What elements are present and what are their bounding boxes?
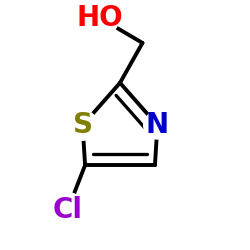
Text: Cl: Cl (52, 196, 82, 224)
Text: S: S (72, 111, 92, 139)
Text: N: N (146, 111, 169, 139)
Circle shape (81, 0, 119, 37)
Circle shape (68, 110, 98, 140)
Text: HO: HO (77, 4, 123, 32)
Circle shape (144, 112, 171, 139)
Circle shape (50, 192, 85, 228)
